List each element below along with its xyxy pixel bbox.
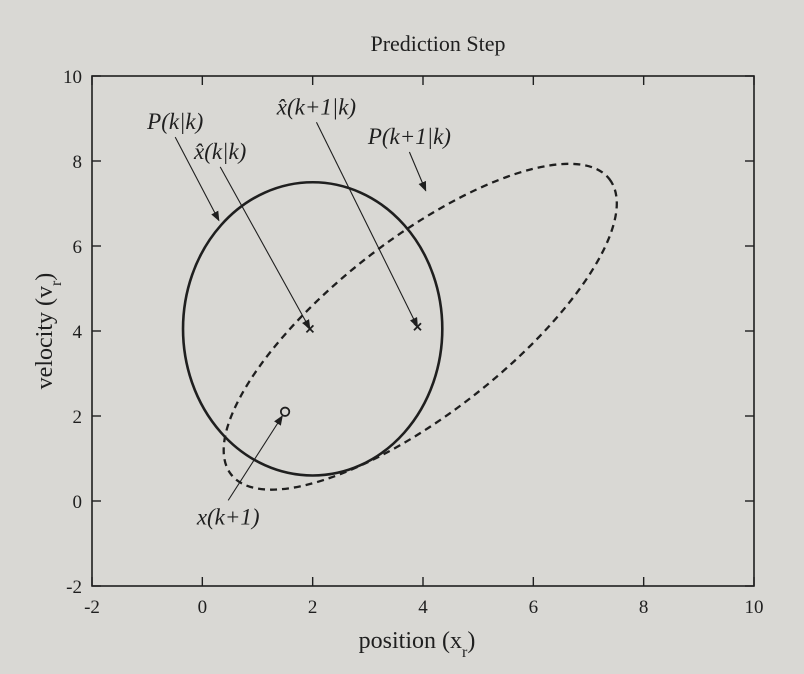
y-tick-label: 0 [73,492,83,513]
y-axis-title-main: velocity (v [32,286,58,389]
y-axis-title-close: ) [32,273,58,281]
series-layer [181,162,618,491]
annotation-layer: P(k|k) x̂(k|k) x̂(k+1|k) P(k+1|k) x(k+1) [146,94,451,529]
x-tick-label: 6 [529,597,539,618]
ellipse-p-k-k [181,180,444,477]
x-axis-title: position (xr) [359,628,476,661]
y-tick-label: 2 [73,407,83,428]
x-tick-label: 4 [418,597,428,618]
y-tick-label: 4 [73,322,83,343]
x-tick-label: 0 [198,597,208,618]
axis-ticks: -2 0 2 4 6 8 10 -2 0 2 4 6 8 10 [63,67,764,618]
y-tick-label: 6 [73,237,83,258]
annotation-arrow-x-k-1-k [315,122,418,328]
y-tick-label: -2 [66,577,82,598]
annotation-arrow-p-k-1-k [408,151,427,192]
x-axis-title-main: position (x [359,628,462,654]
y-tick-label: 8 [73,152,83,173]
annotation-x-k-k: x̂(k|k) [193,139,246,164]
y-axis-title-subscript: r [48,280,65,286]
annotation-arrow-p-k-k [174,136,220,222]
annotation-x-k-1-k: x̂(k+1|k) [276,94,356,119]
x-tick-label: 8 [639,597,649,618]
annotation-arrow-x-k-1 [227,415,283,501]
x-tick-label: 10 [745,597,764,618]
y-tick-label: 10 [63,67,82,88]
x-tick-label: -2 [84,597,100,618]
annotation-p-k-1-k: P(k+1|k) [367,124,451,149]
y-axis-title: velocity (vr) [32,273,65,390]
x-tick-label: 2 [308,597,318,618]
point-x-k-1 [279,406,291,417]
annotation-x-k-1: x(k+1) [196,504,260,529]
x-axis-title-close: ) [467,628,475,654]
ellipse-p-k-1-k [222,162,618,491]
x-axis-title-subscript: r [462,644,468,661]
plot-frame [91,75,755,587]
chart-title: Prediction Step [370,31,505,56]
annotation-arrow-x-k-k [219,166,311,330]
annotation-p-k-k: P(k|k) [146,109,203,134]
